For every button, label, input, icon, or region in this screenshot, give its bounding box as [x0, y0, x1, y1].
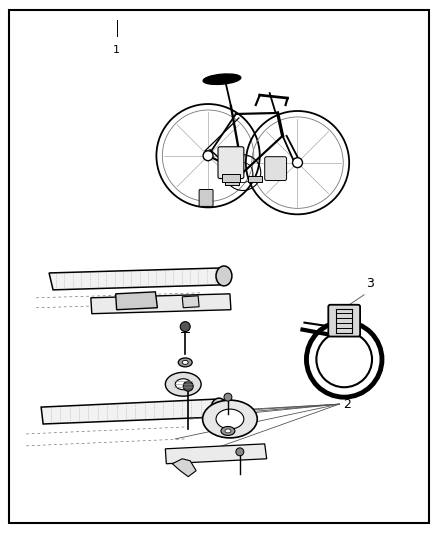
Circle shape	[316, 332, 372, 387]
FancyBboxPatch shape	[218, 147, 244, 179]
Ellipse shape	[178, 358, 192, 367]
Bar	[248, 175, 262, 182]
FancyBboxPatch shape	[328, 305, 360, 336]
Ellipse shape	[203, 74, 241, 84]
Circle shape	[293, 158, 303, 168]
Ellipse shape	[182, 360, 188, 365]
Text: 3: 3	[366, 277, 374, 290]
FancyBboxPatch shape	[199, 190, 213, 206]
Ellipse shape	[221, 426, 235, 435]
Circle shape	[224, 393, 232, 401]
Circle shape	[183, 381, 193, 391]
Polygon shape	[116, 292, 157, 310]
Circle shape	[180, 321, 190, 332]
Polygon shape	[165, 444, 267, 464]
Ellipse shape	[165, 373, 201, 396]
Text: 2: 2	[343, 398, 351, 410]
Circle shape	[236, 448, 244, 456]
Ellipse shape	[216, 266, 232, 286]
FancyBboxPatch shape	[265, 157, 286, 181]
Ellipse shape	[175, 379, 191, 390]
Bar	[225, 179, 239, 184]
Polygon shape	[41, 399, 217, 424]
Circle shape	[203, 151, 213, 160]
Polygon shape	[182, 296, 199, 308]
Ellipse shape	[225, 429, 231, 433]
Ellipse shape	[211, 398, 227, 418]
Ellipse shape	[203, 400, 257, 438]
Text: 1: 1	[113, 45, 120, 55]
Bar	[222, 174, 240, 182]
Polygon shape	[91, 294, 231, 314]
Polygon shape	[49, 268, 222, 290]
Ellipse shape	[216, 409, 244, 429]
Polygon shape	[172, 459, 196, 477]
